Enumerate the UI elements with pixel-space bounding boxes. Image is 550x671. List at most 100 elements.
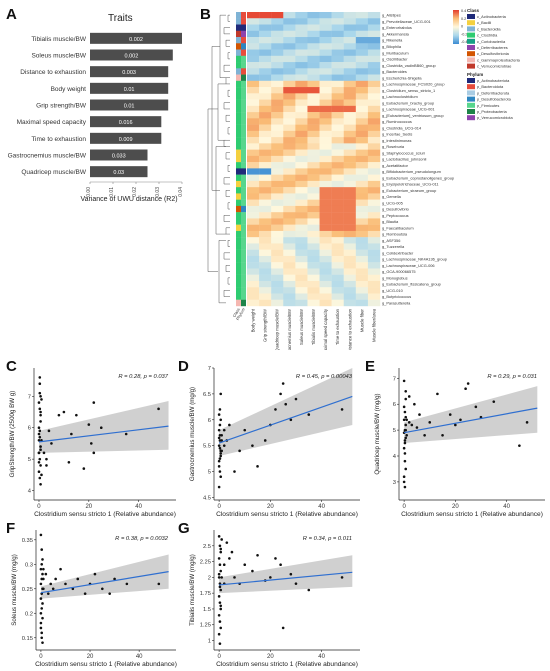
heatmap-cell (307, 30, 320, 38)
correlation-annotation: R = 0.38, p = 0.0032 (115, 536, 169, 542)
bar-data-label: 0.002 (125, 54, 139, 60)
heatmap-cell (367, 30, 381, 38)
data-point (219, 604, 223, 608)
heatmap-cell (331, 112, 344, 119)
data-point (410, 423, 414, 427)
y-axis-label: Soleus muscle/BW (mg/g) (11, 554, 18, 626)
x-tick-label: 40 (318, 504, 325, 510)
data-point (219, 569, 223, 573)
heatmap-cell (271, 80, 284, 88)
heatmap-cell (319, 268, 332, 275)
heatmap-cell (367, 237, 381, 244)
data-point (233, 470, 236, 473)
y-tick-label: 2.5 (203, 544, 211, 550)
heatmap-cell (367, 93, 381, 100)
heatmap-cell (331, 155, 344, 163)
heatmap-cell (367, 193, 381, 200)
heatmap-cell (271, 155, 284, 163)
heatmap-cell (307, 293, 320, 300)
heatmap-cell (343, 80, 357, 88)
dendrogram-branch (223, 177, 230, 185)
class-strip-cell (236, 218, 241, 225)
heatmap-cell (271, 193, 284, 200)
data-point (40, 548, 44, 551)
heatmap-cell (331, 268, 344, 275)
heatmap-cell (343, 243, 357, 250)
class-legend-label: c_Gammaproteobacteria (477, 57, 521, 62)
heatmap-cell (259, 62, 272, 69)
dendrogram-branch (227, 52, 230, 60)
heatmap-cell (319, 143, 332, 150)
class-strip-cell (236, 155, 241, 163)
category-label: Quadricep muscle/BW (21, 169, 87, 176)
data-point (219, 392, 223, 396)
data-point (219, 475, 223, 479)
heatmap-cell (367, 137, 381, 144)
heatmap-cell (355, 268, 369, 275)
heatmap-cell (247, 155, 260, 163)
heatmap-cell (343, 224, 357, 232)
heatmap-cell (295, 149, 308, 157)
heatmap-cell (319, 112, 332, 119)
heatmap-cell (331, 93, 344, 100)
heatmap-cell (247, 287, 260, 294)
heatmap-cell (307, 249, 320, 257)
heatmap-cell (307, 180, 320, 188)
data-point (113, 577, 116, 581)
y-tick-label: 6.5 (203, 392, 211, 398)
data-point (99, 426, 103, 430)
phylum-legend-swatch (467, 84, 475, 90)
data-point (39, 448, 42, 452)
heatmap-cell (367, 230, 381, 238)
data-point (436, 392, 439, 396)
heatmap-cell (319, 168, 332, 175)
heatmap-cell (271, 230, 284, 238)
data-point (39, 597, 43, 600)
heatmap-cell (259, 280, 272, 288)
heatmap-cell (271, 168, 284, 175)
heatmap-cell (271, 12, 284, 19)
heatmap-cell (295, 162, 308, 169)
data-point (59, 567, 62, 571)
heatmap-cell (307, 24, 320, 31)
heatmap-cell (259, 274, 272, 282)
data-point (459, 418, 462, 422)
x-tick-label: 0 (217, 504, 221, 510)
data-point (42, 451, 46, 455)
data-point (404, 397, 408, 401)
heatmap-cell (307, 174, 320, 182)
heatmap-cell (295, 37, 308, 44)
x-tick-label: 20 (452, 504, 459, 510)
data-point (217, 535, 221, 538)
data-point (222, 563, 226, 567)
heatmap-cell (319, 149, 332, 157)
data-point (289, 572, 293, 576)
heatmap-cell (271, 212, 284, 219)
heatmap-cell (319, 274, 332, 282)
heatmap-cell (307, 49, 320, 56)
class-legend-swatch (467, 32, 475, 38)
data-point (405, 433, 408, 437)
y-tick-label: 6 (393, 402, 396, 408)
data-point (46, 592, 50, 595)
heatmap-cell (307, 112, 320, 119)
heatmap-cell (259, 18, 272, 25)
heatmap-cell (343, 230, 357, 238)
phylum-strip-cell (241, 87, 246, 94)
row-label: g_Intestinimonas (382, 138, 411, 143)
data-point (217, 613, 221, 617)
heatmap-cell (355, 230, 369, 238)
heatmap-cell (319, 62, 332, 69)
x-axis-label: Clostridium sensu stricto 1 (Relative ab… (216, 661, 358, 668)
class-legend-swatch (467, 20, 475, 26)
heatmap-cell (259, 49, 272, 56)
heatmap-cell (355, 74, 369, 82)
phylum-strip-cell (241, 155, 246, 163)
heatmap-cell (247, 124, 260, 132)
phylum-strip-cell (241, 293, 246, 300)
heatmap-cell (307, 205, 320, 213)
heatmap-cell (367, 18, 381, 25)
heatmap-cell (355, 99, 369, 107)
dendrogram-branch (227, 277, 230, 285)
heatmap-cell (355, 224, 369, 232)
